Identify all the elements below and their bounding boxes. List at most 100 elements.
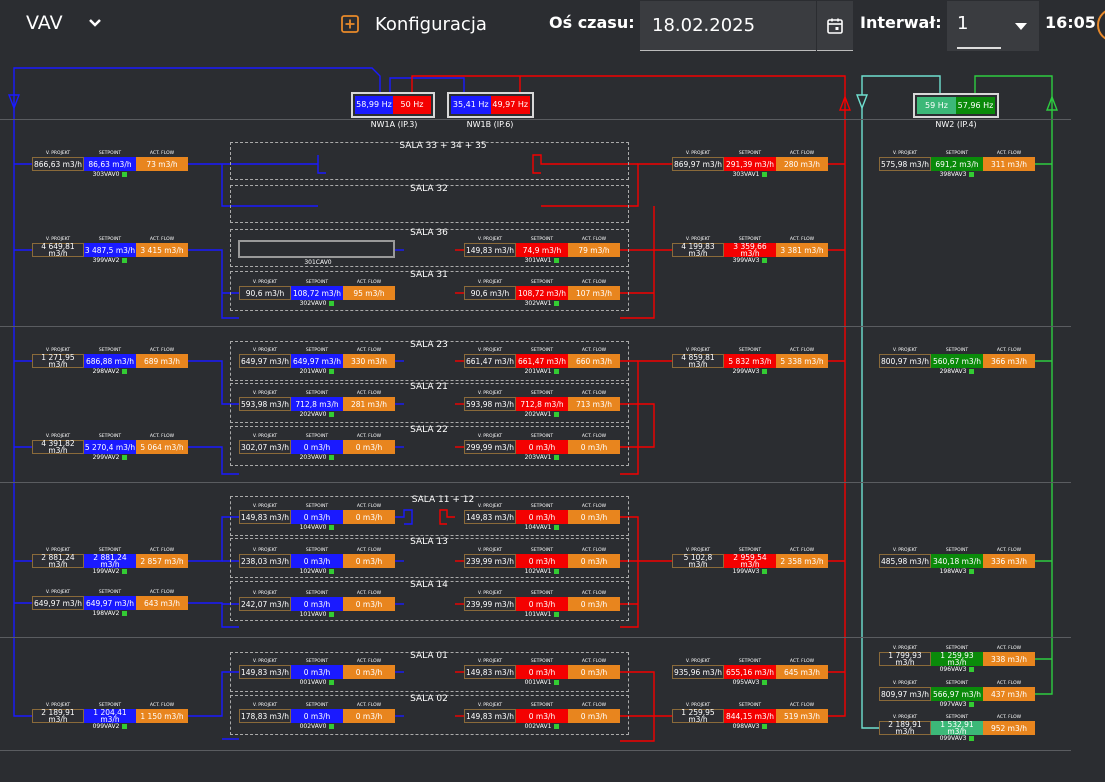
column-header: V. PROJEKT [45,548,71,553]
fan-nw1b[interactable]: 35,41 Hz 49,97 Hz [447,92,534,118]
vav-unit[interactable]: V. PROJEKT SETPOINT ACT. FLOW 178,83 m3/h 0 … [239,702,395,730]
vav-unit[interactable]: V. PROJEKT SETPOINT ACT. FLOW 593,98 m3/h 71… [464,390,620,418]
column-header: ACT. FLOW [581,391,607,396]
vav-unit[interactable]: V. PROJEKT SETPOINT ACT. FLOW 4 859,81 m3/h… [672,347,828,375]
view-selector-label[interactable]: VAV [26,12,63,34]
room-box [230,185,629,223]
vav-unit[interactable]: V. PROJEKT SETPOINT ACT. FLOW 90,6 m3/h 108,… [239,279,395,307]
status-indicator [969,667,975,672]
status-indicator [329,525,335,530]
column-header: SETPOINT [98,703,122,708]
vav-unit[interactable]: V. PROJEKT SETPOINT ACT. FLOW 149,83 m3/h 0 … [464,702,620,730]
flow-value: 0 m3/h [568,440,620,454]
unit-id: 001VAV0 [299,679,327,686]
vav-unit[interactable]: V. PROJEKT SETPOINT ACT. FLOW 1 799,93 m3/h… [879,645,1035,673]
vav-unit[interactable]: V. PROJEKT SETPOINT ACT. FLOW 149,83 m3/h 0 … [239,658,395,686]
vav-unit[interactable]: V. PROJEKT SETPOINT ACT. FLOW 809,97 m3/h 56… [879,680,1035,708]
plus-square-icon[interactable] [341,15,359,33]
status-indicator [969,569,975,574]
vav-unit[interactable]: V. PROJEKT SETPOINT ACT. FLOW 649,97 m3/h 64… [32,589,188,617]
unit-id: 302VAV1 [524,300,552,307]
unit-id: 104VAV0 [299,524,327,531]
flow-value: 0 m3/h [343,554,395,568]
unit-label: 301VAV1 [504,257,580,264]
vav-unit[interactable]: V. PROJEKT SETPOINT ACT. FLOW 238,03 m3/h 0 … [239,547,395,575]
vav-unit[interactable]: V. PROJEKT SETPOINT ACT. FLOW 2 881,24 m3/h… [32,547,188,575]
vav-unit[interactable]: V. PROJEKT SETPOINT ACT. FLOW 649,97 m3/h 64… [239,347,395,375]
interval-select[interactable]: 1 [947,1,1039,51]
vav-unit[interactable]: V. PROJEKT SETPOINT ACT. FLOW 5 102,8 m3/h 2… [672,547,828,575]
column-header: V. PROJEKT [685,348,711,353]
vav-unit[interactable]: V. PROJEKT SETPOINT ACT. FLOW 149,83 m3/h 74… [464,236,620,264]
chevron-down-icon[interactable] [88,16,102,30]
vav-unit[interactable]: V. PROJEKT SETPOINT ACT. FLOW 299,99 m3/h 0 … [464,433,620,461]
flow-value: 366 m3/h [983,354,1035,368]
vav-unit[interactable]: V. PROJEKT SETPOINT ACT. FLOW 302,07 m3/h 0 … [239,433,395,461]
column-header: SETPOINT [98,237,122,242]
room-box [230,426,629,466]
vav-unit[interactable]: V. PROJEKT SETPOINT ACT. FLOW 661,47 m3/h 66… [464,347,620,375]
flow-value: 79 m3/h [568,243,620,257]
vav-unit[interactable]: V. PROJEKT SETPOINT ACT. FLOW 1 259,95 m3/h… [672,702,828,730]
flow-arrow-icon [7,94,21,110]
column-header: SETPOINT [98,548,122,553]
vav-diagram: SALA 33 + 34 + 35 SALA 32 SALA 36 SALA 31 SA… [0,56,1105,782]
projekt-value: 869,97 m3/h [672,157,724,171]
unit-id: 199VAV3 [732,568,760,575]
vav-unit[interactable]: V. PROJEKT SETPOINT ACT. FLOW 239,99 m3/h 0 … [464,590,620,618]
branch-duct [317,155,326,174]
vav-unit[interactable]: V. PROJEKT SETPOINT ACT. FLOW 575,98 m3/h 69… [879,150,1035,178]
flow-arrow-icon [855,94,869,110]
unit-label: 301CAV0 [304,259,332,266]
unit-label: 203VAV0 [279,454,355,461]
vav-unit[interactable]: V. PROJEKT SETPOINT ACT. FLOW 239,99 m3/h 0 … [464,547,620,575]
vav-unit[interactable]: V. PROJEKT SETPOINT ACT. FLOW 1 271,95 m3/h… [32,347,188,375]
vav-unit[interactable]: V. PROJEKT SETPOINT ACT. FLOW 4 391,82 m3/h… [32,433,188,461]
supply-duct [389,77,465,92]
column-header: ACT. FLOW [581,237,607,242]
column-header: V. PROJEKT [477,548,503,553]
user-avatar[interactable] [1097,8,1105,42]
vav-unit[interactable]: V. PROJEKT SETPOINT ACT. FLOW 866,63 m3/h 86… [32,150,188,178]
room-label: SALA 22 [410,425,448,435]
flow-value: 437 m3/h [983,687,1035,701]
unit-label: 203VAV1 [504,454,580,461]
column-header: V. PROJEKT [252,280,278,285]
vav-unit[interactable]: V. PROJEKT SETPOINT ACT. FLOW 4 649,81 m3/h… [32,236,188,264]
vav-unit[interactable]: V. PROJEKT SETPOINT ACT. FLOW 149,83 m3/h 0 … [239,503,395,531]
vav-unit[interactable]: V. PROJEKT SETPOINT ACT. FLOW 935,96 m3/h 65… [672,658,828,686]
vav-unit[interactable]: V. PROJEKT SETPOINT ACT. FLOW 242,07 m3/h 0 … [239,590,395,618]
vav-unit[interactable]: V. PROJEKT SETPOINT ACT. FLOW 2 189,91 m3/h… [879,714,1035,742]
column-header: ACT. FLOW [149,703,175,708]
fan-nw1a[interactable]: 58,99 Hz 50 Hz [351,92,435,118]
column-header: ACT. FLOW [356,434,382,439]
vav-unit[interactable]: V. PROJEKT SETPOINT ACT. FLOW 2 189,91 m3/h… [32,702,188,730]
vav-unit[interactable]: V. PROJEKT SETPOINT ACT. FLOW 90,6 m3/h 108,… [464,279,620,307]
status-indicator [554,680,560,685]
unit-label: 101VAV0 [279,611,355,618]
fan-nw2[interactable]: 59 Hz 57,96 Hz [913,93,999,118]
setpoint-value: 661,47 m3/h [516,354,568,368]
return-duct-nw2 [974,75,1053,110]
vav-unit[interactable]: V. PROJEKT SETPOINT ACT. FLOW 800,97 m3/h 56… [879,347,1035,375]
konfiguracja-button[interactable]: Konfiguracja [375,14,487,35]
column-header: ACT. FLOW [581,280,607,285]
vav-unit[interactable]: V. PROJEKT SETPOINT ACT. FLOW 869,97 m3/h 29… [672,150,828,178]
unit-label: 002VAV0 [279,723,355,730]
vav-unit[interactable]: V. PROJEKT SETPOINT ACT. FLOW 485,98 m3/h 34… [879,547,1035,575]
vav-unit[interactable]: V. PROJEKT SETPOINT ACT. FLOW 593,98 m3/h 71… [239,390,395,418]
setpoint-value: 844,15 m3/h [724,709,776,723]
setpoint-value: 0 m3/h [516,554,568,568]
setpoint-value: 1 259,93 m3/h [931,652,983,666]
column-header: V. PROJEKT [892,548,918,553]
date-input[interactable]: 18.02.2025 [640,1,816,51]
projekt-value: 242,07 m3/h [239,597,291,611]
vav-unit[interactable]: V. PROJEKT SETPOINT ACT. FLOW 149,83 m3/h 0 … [464,503,620,531]
vav-unit[interactable]: V. PROJEKT SETPOINT ACT. FLOW 4 199,83 m3/h… [672,236,828,264]
vav-unit[interactable]: V. PROJEKT SETPOINT ACT. FLOW 149,83 m3/h 0 … [464,658,620,686]
calendar-button[interactable] [817,1,853,51]
unit-label: 095VAV3 [712,679,788,686]
setpoint-value: 1 204,41 m3/h [84,709,136,723]
return-duct [411,75,846,110]
branch-duct [620,403,655,448]
